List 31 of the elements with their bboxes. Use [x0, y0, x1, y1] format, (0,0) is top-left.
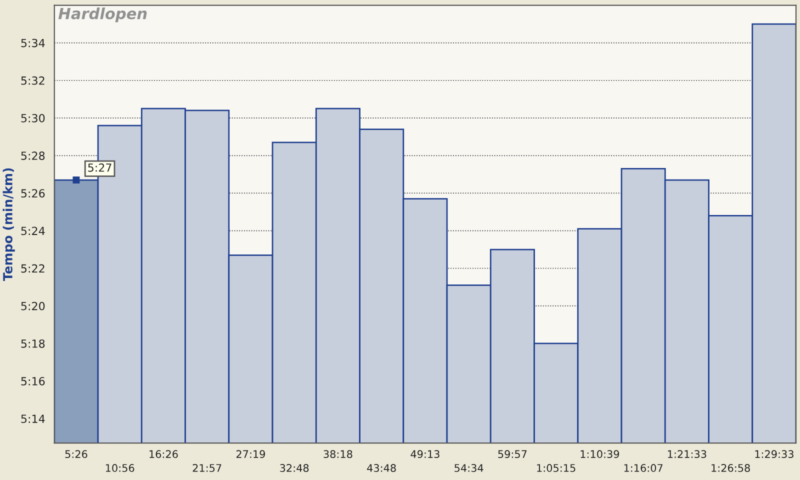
x-tick-label: 27:19	[236, 450, 265, 458]
x-tick-label: 1:29:33	[755, 450, 794, 458]
annotation: 5:27	[88, 163, 112, 172]
y-tick-label: 5:22	[21, 264, 44, 273]
x-tick-label: 32:48	[280, 464, 309, 472]
x-tick-label: 49:13	[410, 450, 440, 458]
y-tick-label: 5:26	[21, 189, 45, 198]
x-tick-label: 43:48	[367, 464, 396, 472]
y-tick-label: 5:24	[21, 226, 45, 236]
x-tick-label: 10:56	[106, 464, 134, 472]
x-tick-label: 38:18	[324, 450, 352, 458]
x-tick-label: 21:57	[192, 464, 222, 472]
x-tick-label: 1:16:07	[624, 464, 663, 472]
x-tick-label: 1:21:33	[668, 450, 706, 458]
y-tick-label: 5:14	[21, 414, 45, 423]
y-tick-label: 5:30	[21, 114, 45, 122]
chart-title: Hardlopen	[58, 7, 147, 22]
y-axis-title: Tempo (min/km)	[2, 168, 15, 281]
x-tick-label: 1:26:58	[712, 464, 750, 472]
x-tick-label: 1:10:39	[580, 450, 620, 458]
x-tick-label: 5:26	[65, 450, 88, 458]
y-tick-label: 5:32	[21, 76, 44, 85]
x-tick-label: 16:26	[150, 450, 178, 458]
x-tick-label: 1:05:15	[537, 464, 576, 472]
y-tick-label: 5:16	[21, 377, 45, 386]
y-tick-label: 5:20	[21, 302, 45, 310]
y-tick-label: 5:34	[21, 38, 45, 48]
x-tick-label: 59:57	[498, 450, 527, 458]
y-tick-label: 5:18	[21, 339, 45, 348]
y-tick-label: 5:28	[21, 152, 45, 160]
x-tick-label: 54:34	[454, 464, 484, 472]
